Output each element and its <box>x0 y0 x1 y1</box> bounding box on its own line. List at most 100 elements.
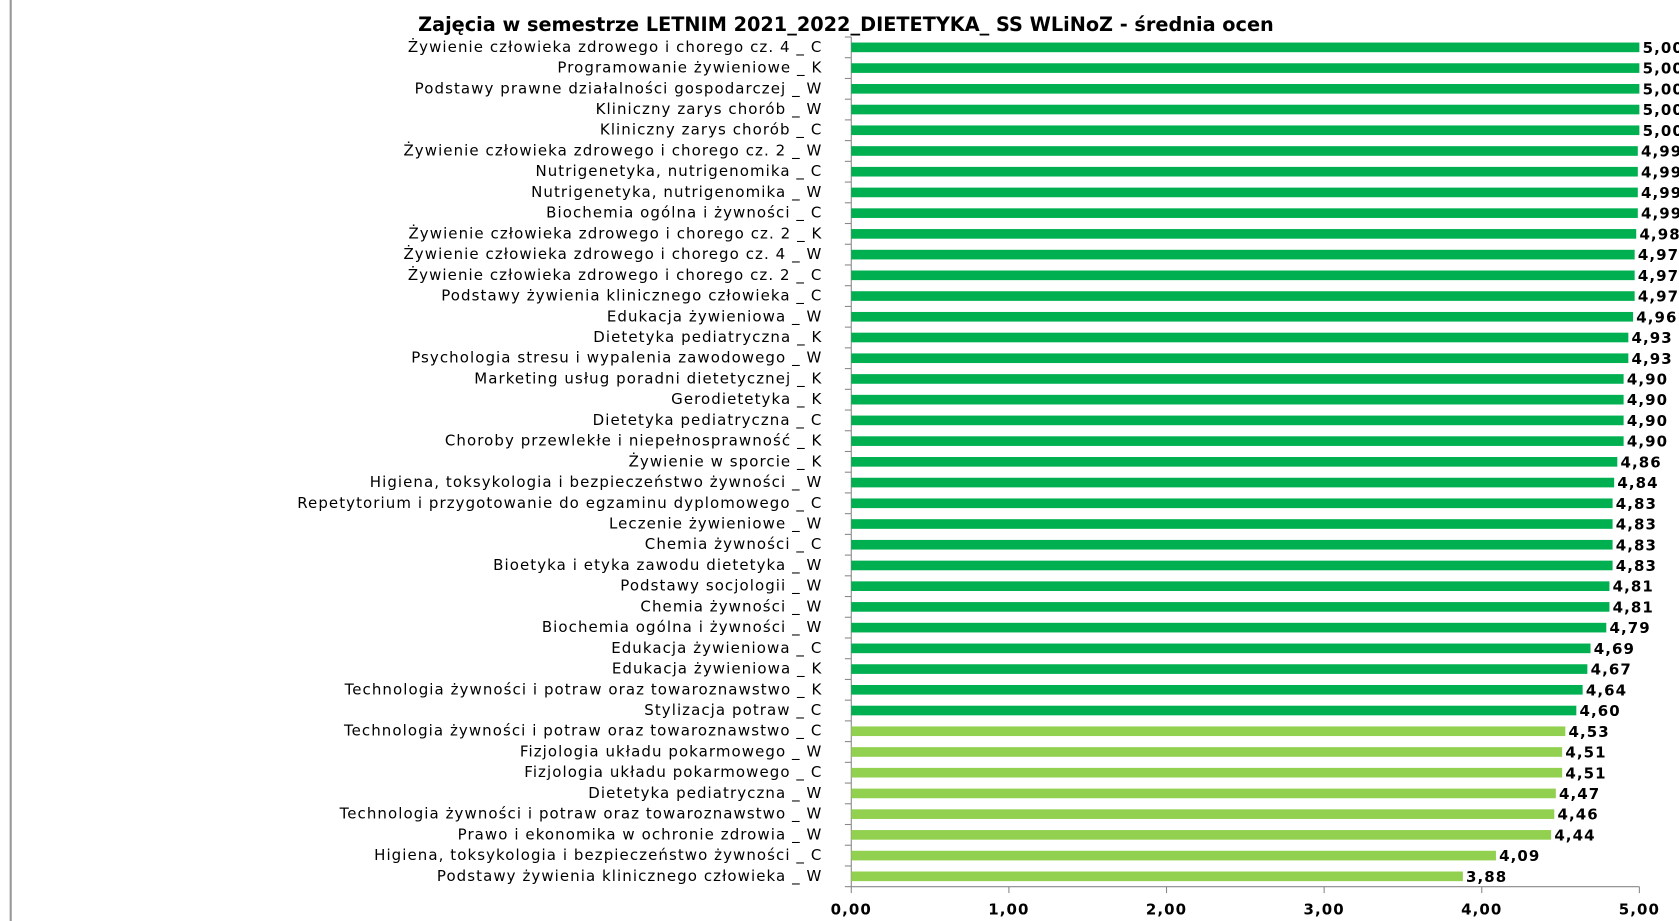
bar <box>851 415 1624 426</box>
y-tick-label: Marketing usług poradni dietetycznej _ K <box>474 369 822 388</box>
bar <box>851 850 1496 861</box>
bar <box>851 747 1563 757</box>
value-label: 4,51 <box>1565 744 1606 762</box>
bar <box>851 457 1618 467</box>
bar <box>851 726 1566 737</box>
value-label: 4,83 <box>1616 557 1657 575</box>
y-tick-label: Podstawy żywienia klinicznego człowieka … <box>437 867 822 886</box>
y-tick-label: Żywienie człowieka zdrowego i chorego cz… <box>403 140 822 160</box>
bar <box>851 767 1563 778</box>
bar <box>851 560 1613 571</box>
x-tick-label: 1,00 <box>988 901 1029 919</box>
y-tick-label: Żywienie człowieka zdrowego i chorego cz… <box>408 37 823 57</box>
y-tick-label: Dietetyka pediatryczna _ K <box>593 328 822 347</box>
value-label: 4,81 <box>1613 578 1654 596</box>
y-tick-label: Gerodietetyka _ K <box>671 390 822 409</box>
y-tick-label: Programowanie żywieniowe _ K <box>557 59 822 78</box>
y-tick-label: Kliniczny zarys chorób _ W <box>596 100 823 119</box>
value-label: 4,90 <box>1627 371 1668 389</box>
bar <box>851 229 1637 239</box>
value-label: 5,00 <box>1643 122 1679 140</box>
y-tick-label: Technologia żywności i potraw oraz towar… <box>343 722 822 741</box>
value-label: 4,93 <box>1632 329 1673 347</box>
value-label: 4,99 <box>1641 163 1679 181</box>
y-tick-label: Edukacja żywieniowa _ W <box>607 307 823 326</box>
value-label: 5,00 <box>1643 80 1679 98</box>
y-tick-label: Fizjologia układu pokarmowego _ W <box>520 742 823 761</box>
bar <box>851 353 1629 364</box>
value-label: 4,53 <box>1569 723 1610 741</box>
y-tick-label: Leczenie żywieniowe _ W <box>609 515 822 534</box>
y-tick-label: Edukacja żywieniowa _ K <box>612 660 823 679</box>
value-label: 4,96 <box>1636 308 1677 326</box>
bar <box>851 539 1613 550</box>
y-tick-label: Żywienie człowieka zdrowego i chorego cz… <box>408 223 822 243</box>
bar <box>851 581 1610 591</box>
x-tick-label: 3,00 <box>1304 901 1345 919</box>
value-label: 4,90 <box>1627 391 1668 409</box>
value-label: 4,97 <box>1638 288 1679 306</box>
value-label: 4,67 <box>1591 661 1632 679</box>
value-label: 4,64 <box>1586 681 1627 699</box>
value-label: 4,98 <box>1639 225 1679 243</box>
x-tick-label: 2,00 <box>1146 901 1187 919</box>
y-tick-label: Psychologia stresu i wypalenia zawodoweg… <box>411 349 822 368</box>
y-tick-label: Bioetyka i etyka zawodu dietetyka _ W <box>493 556 822 575</box>
y-tick-label: Podstawy prawne działalności gospodarcze… <box>415 79 823 98</box>
y-tick-label: Chemia żywności _ W <box>640 597 822 616</box>
value-label: 4,09 <box>1499 847 1540 865</box>
bar <box>851 311 1634 322</box>
value-label: 4,83 <box>1616 495 1657 513</box>
y-tick-label: Edukacja żywieniowa _ C <box>611 639 822 658</box>
y-tick-label: Dietetyka pediatryczna _ W <box>588 784 822 803</box>
y-tick-label: Dietetyka pediatryczna _ C <box>593 411 823 430</box>
bar <box>851 83 1640 94</box>
y-tick-label: Biochemia ogólna i żywności _ W <box>542 618 823 637</box>
bar <box>851 477 1615 488</box>
y-tick-label: Żywienie w sporcie _ K <box>629 451 823 471</box>
value-label: 4,99 <box>1641 143 1679 161</box>
chart-title: Zajęcia w semestrze LETNIM 2021_2022_DIE… <box>418 13 1274 36</box>
y-tick-label: Żywienie człowieka zdrowego i chorego cz… <box>403 244 822 264</box>
bar <box>851 519 1613 529</box>
value-label: 4,86 <box>1621 453 1662 471</box>
value-label: 4,60 <box>1580 702 1621 720</box>
value-label: 4,83 <box>1616 516 1657 534</box>
value-label: 4,99 <box>1641 205 1679 223</box>
bar <box>851 104 1640 115</box>
value-label: 3,88 <box>1466 868 1507 886</box>
value-label: 4,46 <box>1557 806 1598 824</box>
y-tick-label: Kliniczny zarys chorób _ C <box>600 121 822 140</box>
bar <box>851 270 1635 281</box>
bar <box>851 146 1638 156</box>
value-label: 4,93 <box>1632 350 1673 368</box>
y-tick-label: Chemia żywności _ C <box>645 535 823 554</box>
value-label: 4,90 <box>1627 412 1668 430</box>
bar <box>851 705 1577 716</box>
bar <box>851 788 1556 799</box>
bar <box>851 208 1638 218</box>
y-tick-label: Nutrigenetyka, nutrigenomika _ W <box>531 183 822 202</box>
value-label: 4,47 <box>1559 785 1600 803</box>
y-tick-label: Choroby przewlekłe i niepełnosprawność _… <box>445 432 823 451</box>
value-label: 4,84 <box>1617 474 1658 492</box>
bar <box>851 187 1638 198</box>
y-tick-label: Higiena, toksykologia i bezpieczeństwo ż… <box>370 473 823 492</box>
y-tick-label: Higiena, toksykologia i bezpieczeństwo ż… <box>374 846 822 865</box>
bar <box>851 42 1640 53</box>
bar <box>851 63 1640 73</box>
y-tick-label: Biochemia ogólna i żywności _ C <box>546 204 822 223</box>
y-tick-label: Nutrigenetyka, nutrigenomika _ C <box>535 162 822 181</box>
value-label: 4,69 <box>1594 640 1635 658</box>
value-label: 4,79 <box>1609 619 1650 637</box>
bar <box>851 643 1591 654</box>
value-label: 4,44 <box>1554 826 1595 844</box>
value-label: 4,97 <box>1638 246 1679 264</box>
bar <box>851 664 1588 674</box>
y-tick-label: Technologia żywności i potraw oraz towar… <box>344 680 823 699</box>
value-label: 4,83 <box>1616 536 1657 554</box>
bar <box>851 809 1555 819</box>
x-tick-label: 0,00 <box>831 901 872 919</box>
y-tick-label: Prawo i ekonomika w ochronie zdrowia _ W <box>458 825 823 844</box>
